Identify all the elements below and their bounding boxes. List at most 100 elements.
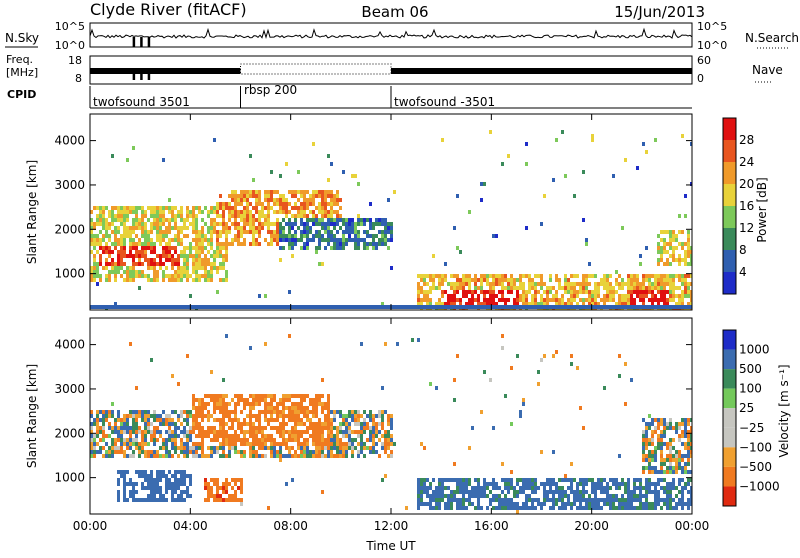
heatmap-cell: [222, 242, 225, 246]
heatmap-cell: [312, 406, 315, 410]
heatmap-cell: [384, 410, 387, 414]
heatmap-cell: [156, 438, 159, 442]
heatmap-cell: [633, 282, 636, 286]
heatmap-cell: [573, 282, 576, 286]
heatmap-cell: [174, 246, 177, 250]
heatmap-cell: [93, 422, 96, 426]
heatmap-cell: [225, 238, 228, 242]
heatmap-cell: [318, 442, 321, 446]
heatmap-cell: [651, 298, 654, 302]
x-tick-label: 00:00: [675, 519, 710, 533]
heatmap-cell: [585, 242, 588, 246]
heatmap-cell: [366, 414, 369, 418]
heatmap-cell: [645, 286, 648, 290]
heatmap-cell: [204, 262, 207, 266]
heatmap-cell: [159, 490, 162, 494]
heatmap-cell: [654, 502, 657, 506]
heatmap-cell: [303, 422, 306, 426]
heatmap-cell: [123, 438, 126, 442]
heatmap-cell: [519, 274, 522, 278]
heatmap-cell: [126, 426, 129, 430]
heatmap-cell: [237, 450, 240, 454]
heatmap-cell: [255, 442, 258, 446]
heatmap-cell: [240, 454, 243, 458]
heatmap-cell: [591, 138, 594, 142]
heatmap-cell: [228, 450, 231, 454]
heatmap-cell: [210, 370, 213, 374]
heatmap-cell: [114, 302, 117, 306]
heatmap-cell: [225, 258, 228, 262]
heatmap-cell: [645, 278, 648, 282]
heatmap-cell: [675, 506, 678, 510]
heatmap-cell: [156, 418, 159, 422]
heatmap-cell: [219, 278, 222, 282]
heatmap-cell: [156, 430, 159, 434]
heatmap-cell: [99, 418, 102, 422]
heatmap-cell: [369, 218, 372, 222]
heatmap-cell: [537, 382, 540, 386]
heatmap-cell: [654, 298, 657, 302]
heatmap-cell: [201, 226, 204, 230]
heatmap-cell: [516, 294, 519, 298]
heatmap-cell: [546, 294, 549, 298]
heatmap-cell: [324, 438, 327, 442]
heatmap-cell: [495, 294, 498, 298]
heatmap-cell: [669, 438, 672, 442]
heatmap-cell: [588, 294, 591, 298]
heatmap-cell: [606, 298, 609, 302]
heatmap-cell: [270, 398, 273, 402]
heatmap-cell: [189, 478, 192, 482]
heatmap-cell: [267, 226, 270, 230]
heatmap-cell: [654, 482, 657, 486]
heatmap-cell: [111, 218, 114, 222]
heatmap-cell: [324, 198, 327, 202]
heatmap-cell: [678, 438, 681, 442]
heatmap-cell: [120, 442, 123, 446]
heatmap-cell: [417, 298, 420, 302]
heatmap-cell: [522, 282, 525, 286]
heatmap-cell: [183, 430, 186, 434]
heatmap-cell: [117, 430, 120, 434]
heatmap-cell: [606, 294, 609, 298]
heatmap-cell: [210, 246, 213, 250]
heatmap-cell: [678, 482, 681, 486]
heatmap-cell: [312, 238, 315, 242]
heatmap-cell: [123, 470, 126, 474]
heatmap-cell: [354, 438, 357, 442]
heatmap-cell: [243, 210, 246, 214]
heatmap-cell: [291, 238, 294, 242]
heatmap-cell: [564, 282, 567, 286]
heatmap-cell: [213, 222, 216, 226]
heatmap-cell: [297, 210, 300, 214]
heatmap-cell: [564, 274, 567, 278]
heatmap-cell: [180, 430, 183, 434]
heatmap-cell: [93, 234, 96, 238]
heatmap-cell: [681, 502, 684, 506]
heatmap-cell: [324, 422, 327, 426]
heatmap-cell: [318, 238, 321, 242]
heatmap-cell: [120, 214, 123, 218]
heatmap-cell: [654, 454, 657, 458]
heatmap-cell: [387, 430, 390, 434]
heatmap-cell: [153, 478, 156, 482]
heatmap-cell: [276, 210, 279, 214]
heatmap-cell: [354, 422, 357, 426]
heatmap-cell: [330, 422, 333, 426]
heatmap-cell: [213, 418, 216, 422]
heatmap-cell: [387, 418, 390, 422]
heatmap-cell: [504, 482, 507, 486]
heatmap-cell: [315, 426, 318, 430]
heatmap-cell: [648, 462, 651, 466]
heatmap-cell: [231, 438, 234, 442]
heatmap-cell: [189, 430, 192, 434]
heatmap-cell: [531, 506, 534, 510]
heatmap-cell: [420, 298, 423, 302]
heatmap-cell: [636, 274, 639, 278]
heatmap-cell: [306, 430, 309, 434]
heatmap-cell: [582, 290, 585, 294]
heatmap-cell: [645, 294, 648, 298]
heatmap-cell: [465, 290, 468, 294]
heatmap-cell: [597, 482, 600, 486]
heatmap-cell: [93, 242, 96, 246]
heatmap-cell: [141, 274, 144, 278]
